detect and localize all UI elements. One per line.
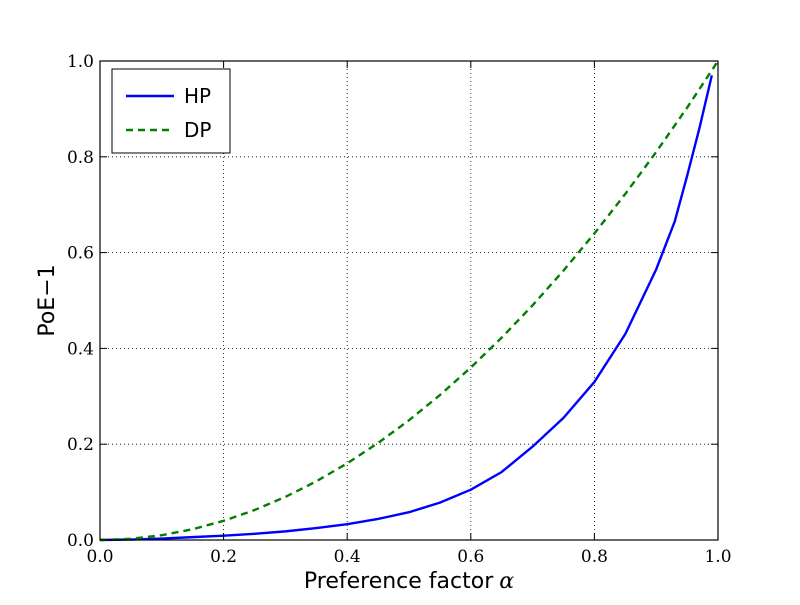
legend-box [111, 68, 231, 154]
legend-items: HP DP [126, 84, 211, 142]
y-tick-label: 0.4 [67, 339, 94, 359]
x-axis-title-text: Preference factor [304, 569, 494, 594]
series-line-hp [99, 75, 713, 542]
x-tick-label: 0.6 [457, 547, 484, 567]
y-tick-label: 0.2 [67, 435, 94, 455]
x-tick-labels: 0.0 0.2 0.4 0.6 0.8 1.0 [86, 547, 731, 567]
x-tick-label: 0.4 [334, 547, 361, 567]
x-tick-label: 1.0 [704, 547, 731, 567]
legend: HP DP [111, 68, 231, 154]
series-line-dp [99, 60, 720, 542]
y-axis-title: PoE−1 [35, 264, 60, 336]
x-tick-label: 0.2 [210, 547, 237, 567]
x-tick-label: 0.0 [86, 547, 113, 567]
legend-label-dp: DP [184, 118, 211, 142]
y-tick-label: 1.0 [67, 52, 94, 72]
legend-label-hp: HP [184, 84, 211, 108]
y-tick-label: 0.8 [67, 148, 94, 168]
x-axis-title: Preference factor α [304, 569, 514, 594]
y-tick-label: 0.0 [67, 531, 94, 551]
plot-frame [99, 60, 719, 541]
x-tick-label: 0.8 [581, 547, 608, 567]
axis-ticks [99, 60, 719, 541]
x-axis-symbol: α [499, 569, 514, 594]
y-tick-labels: 0.0 0.2 0.4 0.6 0.8 1.0 [67, 52, 94, 551]
y-tick-label: 0.6 [67, 244, 94, 264]
grid [100, 61, 718, 540]
series-lines [99, 60, 720, 542]
